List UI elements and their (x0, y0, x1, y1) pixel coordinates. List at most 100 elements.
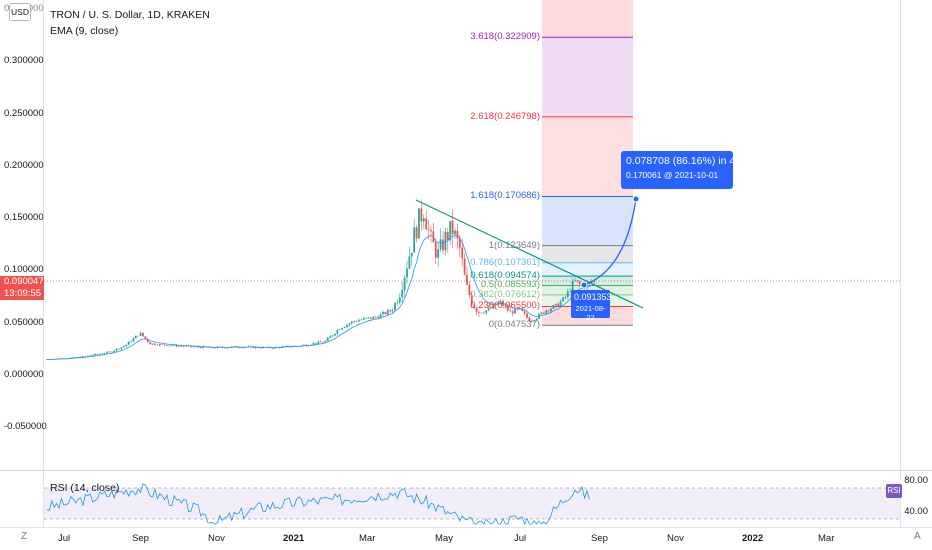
time-axis[interactable] (0, 527, 932, 550)
candle-body (502, 300, 504, 306)
candle-body (509, 310, 512, 312)
candle-body (468, 284, 471, 296)
candle-body (521, 308, 524, 312)
time-axis-label: Mar (359, 533, 376, 544)
fib-level-label: 0.786(0.107361) (470, 256, 540, 268)
candle-body (545, 310, 548, 314)
candle-body (406, 268, 408, 278)
candle-body (82, 356, 84, 358)
candle-body (86, 355, 89, 357)
price-axis-label: 0.150000 (4, 212, 44, 224)
auto-scale-button[interactable]: A (914, 531, 921, 542)
symbol-title[interactable]: TRON / U. S. Dollar, 1D, KRAKEN (50, 9, 210, 21)
candle-body (427, 229, 430, 231)
ema-legend[interactable]: EMA (9, close) (50, 25, 119, 37)
candle-body (490, 307, 492, 309)
fib-level-label: 0(0.047537) (488, 319, 540, 331)
candle-body (475, 308, 478, 312)
projection-start-point (580, 281, 588, 289)
candle-body (98, 353, 101, 355)
candle-body (271, 348, 274, 349)
candle-body (396, 302, 399, 304)
candle-body (533, 320, 536, 322)
candle-body (127, 341, 130, 345)
candle-body (418, 208, 420, 239)
rsi-axis-label: 40.00 (904, 506, 928, 517)
candle-body (326, 337, 329, 341)
candle-body (530, 321, 533, 322)
time-axis-label: Nov (208, 533, 225, 544)
candle-body (197, 346, 200, 348)
candle-body (70, 357, 72, 359)
candle-body (110, 351, 113, 353)
price-axis-label: 0.000000 (4, 369, 44, 380)
candle-body (348, 323, 351, 325)
currency-badge[interactable]: USD (9, 3, 31, 21)
candle-body (206, 347, 209, 348)
candle-body (566, 291, 569, 298)
candle-body (310, 344, 312, 346)
candle-body (365, 317, 368, 319)
projection-change: 0.078708 (86.16%) in 40d (626, 155, 747, 167)
price-axis-label: 0.250000 (4, 107, 44, 119)
candle-body (350, 321, 353, 324)
candle-body (518, 308, 521, 310)
candle-body (233, 346, 236, 347)
candle-body (504, 305, 507, 307)
candle-body (149, 341, 152, 345)
candle-body (535, 318, 538, 321)
candle-body (401, 290, 404, 298)
rsi-legend[interactable]: RSI (14, close) (50, 482, 120, 494)
candle-body (101, 353, 104, 355)
candle-body (108, 351, 111, 353)
candle-body (113, 350, 116, 353)
candle-body (408, 256, 411, 269)
candle-body (151, 343, 154, 345)
candle-body (353, 321, 356, 322)
right-scale[interactable] (900, 0, 932, 527)
current-price-tag: 0.090047 13:09:55 (0, 276, 44, 300)
anchor-tooltip: 0.091353 2021-08-22 (571, 290, 612, 322)
current-price-value: 0.090047 (4, 276, 44, 287)
candle-body (403, 277, 406, 291)
candle-body (480, 312, 483, 314)
candle-body (437, 249, 440, 258)
candle-body (283, 346, 286, 347)
fib-level-label: 3.618(0.322909) (470, 31, 540, 43)
time-axis-label: May (435, 533, 453, 544)
projection-target: 0.170061 @ 2021-10-01 (626, 170, 719, 180)
candle-body (118, 348, 120, 350)
candle-body (122, 346, 125, 348)
candle-body (185, 345, 188, 347)
zoom-button[interactable]: Z (21, 531, 28, 542)
candle-body (362, 318, 365, 320)
price-axis-label: 0.050000 (4, 316, 44, 328)
countdown-timer: 13:09:55 (4, 288, 41, 299)
candle-body (554, 303, 557, 306)
candle-body (259, 347, 262, 349)
candle-body (571, 280, 574, 291)
candle-body (372, 316, 375, 319)
candle-body (319, 341, 322, 343)
candle-body (84, 356, 87, 357)
candle-body (96, 353, 99, 355)
candle-body (492, 304, 495, 309)
candle-body (358, 320, 360, 322)
candle-body (550, 308, 552, 312)
candle-body (382, 312, 384, 315)
price-axis[interactable] (0, 0, 44, 527)
candle-body (557, 303, 560, 307)
candle-body (461, 247, 464, 259)
candle-body (516, 309, 519, 310)
fib-level-label: 2.618(0.246798) (470, 110, 540, 122)
pane-separator[interactable] (0, 470, 932, 471)
candle-body (420, 208, 423, 222)
candle-body (422, 218, 425, 222)
candle-body (226, 347, 228, 349)
candle-body (540, 312, 543, 314)
candle-body (559, 301, 562, 307)
rsi-badge[interactable]: RSI (886, 484, 902, 498)
anchor-price: 0.091353 (574, 292, 612, 302)
candle-body (552, 305, 555, 309)
